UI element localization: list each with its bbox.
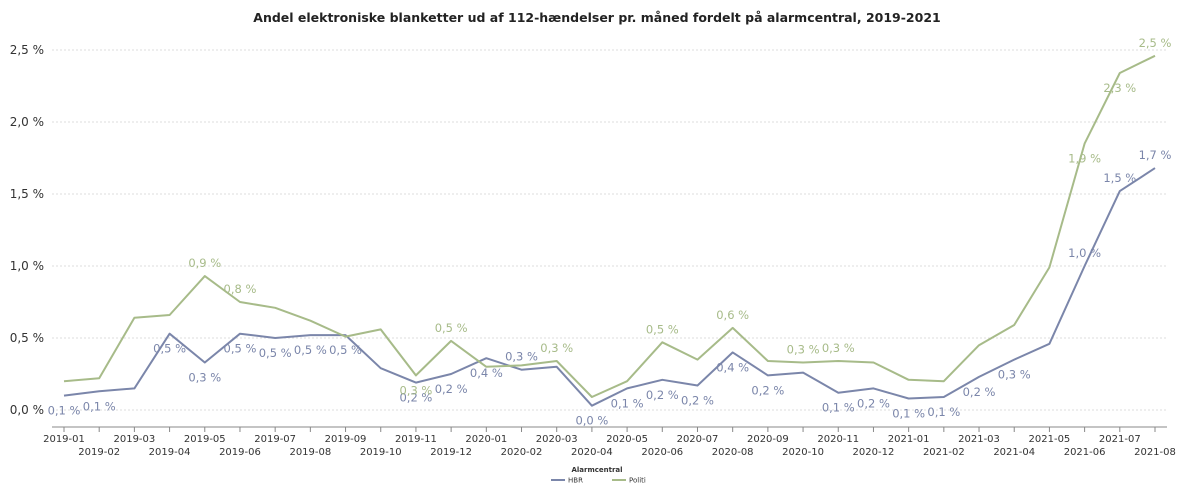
data-label-politi: 0,5 %: [646, 322, 679, 336]
x-tick-label: 2019-01: [43, 434, 85, 445]
data-label-hbr: 0,1 %: [892, 406, 925, 420]
y-tick-label: 2,0 %: [10, 115, 44, 129]
data-label-hbr: 0,2 %: [681, 394, 714, 408]
y-tick-label: 0,0 %: [10, 403, 44, 417]
x-tick-label: 2021-07: [1099, 434, 1141, 445]
x-tick-label: 2021-02: [923, 447, 965, 458]
data-label-hbr: 0,1 %: [83, 399, 116, 413]
data-label-hbr: 0,2 %: [751, 383, 784, 397]
x-tick-label: 2019-06: [219, 447, 261, 458]
data-label-hbr: 0,3 %: [505, 350, 538, 364]
series-line-politi: [63, 54, 1156, 398]
series-lines: [63, 54, 1156, 407]
y-tick-label: 1,5 %: [10, 187, 44, 201]
x-tick-label: 2020-01: [465, 434, 507, 445]
series-line-hbr: [63, 167, 1156, 407]
data-label-hbr: 1,7 %: [1139, 148, 1172, 162]
x-tick-label: 2020-08: [712, 447, 754, 458]
data-label-hbr: 0,2 %: [646, 388, 679, 402]
y-axis: 0,0 % 0,5 % 1,0 % 1,5 % 2,0 % 2,5 %: [10, 43, 44, 417]
x-tick-label: 2020-09: [747, 434, 789, 445]
gridlines: [52, 49, 1167, 411]
data-label-politi: 0,3 %: [822, 341, 855, 355]
x-tick-label: 2021-03: [958, 434, 1000, 445]
x-tick-label: 2021-01: [888, 434, 930, 445]
data-label-hbr: 0,2 %: [399, 391, 432, 405]
x-tick-label: 2020-03: [536, 434, 578, 445]
data-label-hbr: 0,2 %: [857, 396, 890, 410]
x-tick-label: 2021-05: [1029, 434, 1071, 445]
y-tick-label: 1,0 %: [10, 259, 44, 273]
data-label-hbr: 0,5 %: [294, 343, 327, 357]
data-label-hbr: 1,0 %: [1068, 246, 1101, 260]
x-tick-label: 2019-02: [78, 447, 120, 458]
data-label-politi: 2,5 %: [1139, 36, 1172, 50]
data-label-hbr: 0,4 %: [716, 360, 749, 374]
data-label-politi: 0,8 %: [224, 282, 257, 296]
x-tick-label: 2020-06: [641, 447, 683, 458]
data-label-politi: 0,6 %: [716, 308, 749, 322]
data-label-politi: 0,5 %: [435, 321, 468, 335]
data-label-hbr: 0,4 %: [470, 366, 503, 380]
legend: Alarmcentral HBR Politi: [551, 466, 646, 485]
data-label-hbr: 0,1 %: [48, 404, 81, 418]
data-label-hbr: 0,5 %: [329, 343, 362, 357]
x-tick-label: 2020-05: [606, 434, 648, 445]
data-label-hbr: 0,5 %: [153, 342, 186, 356]
x-tick-label: 2019-11: [395, 434, 437, 445]
x-tick-label: 2019-09: [325, 434, 367, 445]
x-tick-label: 2020-11: [817, 434, 859, 445]
x-tick-label: 2019-08: [289, 447, 331, 458]
x-tick-label: 2019-05: [184, 434, 226, 445]
legend-title: Alarmcentral: [571, 466, 622, 474]
x-tick-label: 2020-04: [571, 447, 613, 458]
x-tick-label: 2020-02: [501, 447, 543, 458]
data-label-hbr: 0,0 %: [575, 414, 608, 428]
data-label-hbr: 0,1 %: [822, 401, 855, 415]
data-label-hbr: 0,5 %: [224, 342, 257, 356]
legend-label-politi: Politi: [629, 477, 646, 485]
x-tick-label: 2020-07: [677, 434, 719, 445]
y-tick-label: 0,5 %: [10, 331, 44, 345]
data-label-hbr: 1,5 %: [1103, 171, 1136, 185]
data-label-hbr: 0,1 %: [611, 396, 644, 410]
y-tick-label: 2,5 %: [10, 43, 44, 57]
chart-title: Andel elektroniske blanketter ud af 112-…: [253, 10, 940, 25]
x-tick-label: 2019-10: [360, 447, 402, 458]
data-label-hbr: 0,2 %: [435, 382, 468, 396]
data-labels: 0,1 % 0,1 %0,5 %0,3 %0,5 % 0,5 % 0,5 % 0,5 %…: [48, 36, 1172, 428]
data-label-hbr: 0,3 %: [188, 370, 221, 384]
data-label-politi: 0,3 %: [399, 383, 432, 397]
x-tick-label: 2019-12: [430, 447, 472, 458]
data-label-hbr: 0,5 %: [259, 346, 292, 360]
x-tick-label: 2020-10: [782, 447, 824, 458]
data-label-hbr: 0,1 %: [927, 405, 960, 419]
x-tick-label: 2019-03: [113, 434, 155, 445]
data-label-politi: 0,3 %: [540, 341, 573, 355]
x-tick-label: 2021-08: [1134, 447, 1176, 458]
data-label-politi: 1,9 %: [1068, 152, 1101, 166]
x-axis: 2019-01 2019-02 2019-03 2019-04 2019-05 2019-…: [43, 426, 1176, 458]
data-label-hbr: 0,3 %: [998, 368, 1031, 382]
data-label-politi: 0,9 %: [188, 256, 221, 270]
x-tick-label: 2020-12: [853, 447, 895, 458]
x-tick-label: 2019-04: [149, 447, 191, 458]
data-label-hbr: 0,2 %: [963, 385, 996, 399]
x-tick-label: 2021-04: [993, 447, 1035, 458]
legend-label-hbr: HBR: [568, 477, 583, 485]
x-tick-label: 2021-06: [1064, 447, 1106, 458]
x-tick-label: 2019-07: [254, 434, 296, 445]
data-label-politi: 0,3 %: [787, 342, 820, 356]
data-label-politi: 2,3 %: [1103, 81, 1136, 95]
